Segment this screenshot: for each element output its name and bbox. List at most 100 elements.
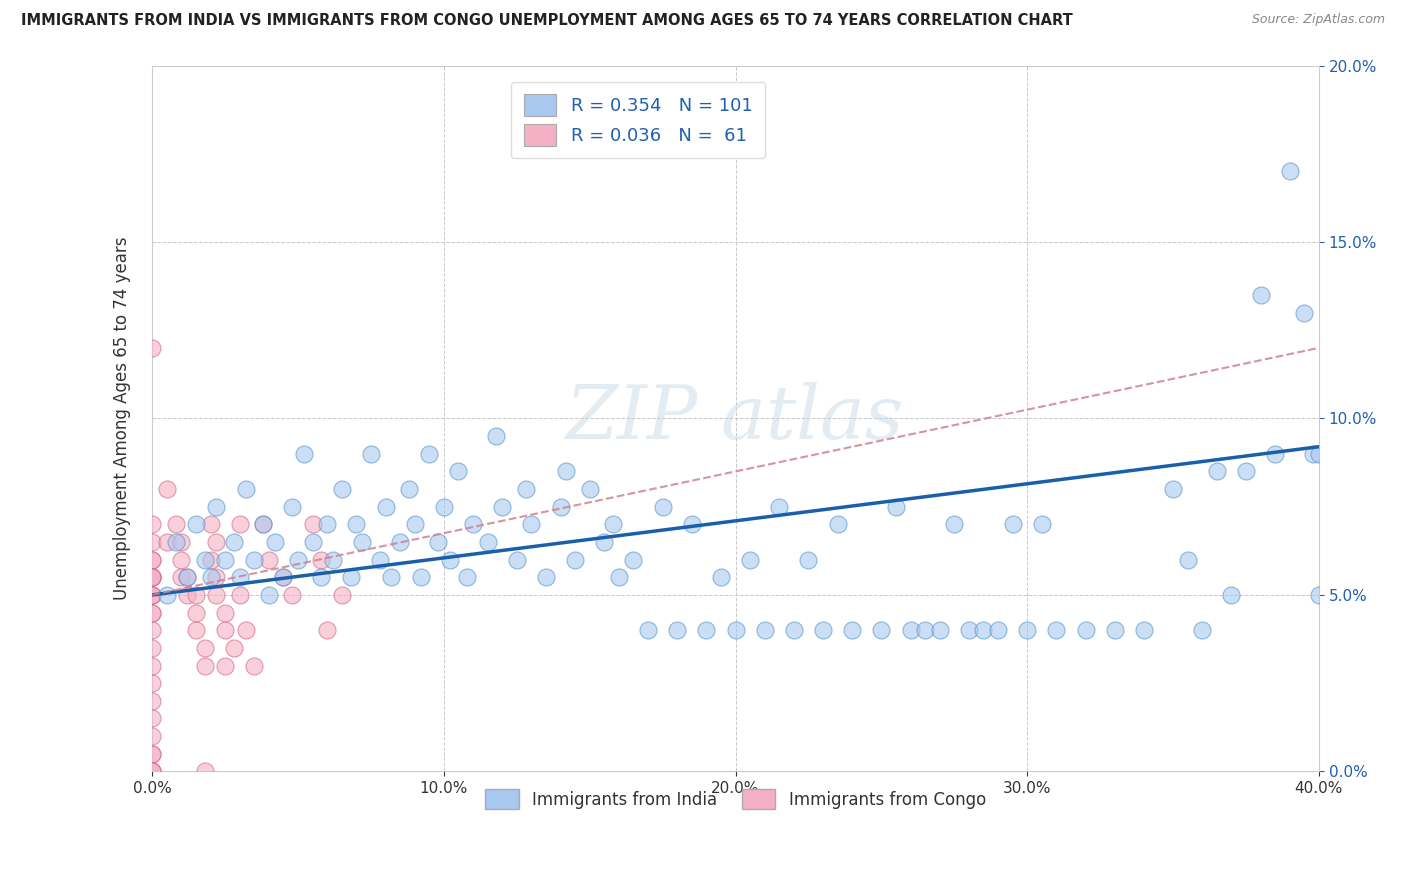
Point	[870, 624, 893, 638]
Point	[1220, 588, 1243, 602]
Point	[141, 747, 163, 761]
Point	[141, 747, 163, 761]
Point	[292, 447, 315, 461]
Point	[141, 764, 163, 779]
Point	[243, 658, 266, 673]
Point	[273, 570, 295, 584]
Point	[229, 588, 252, 602]
Point	[243, 552, 266, 566]
Point	[360, 447, 382, 461]
Point	[1161, 482, 1184, 496]
Point	[170, 535, 193, 549]
Point	[827, 517, 849, 532]
Point	[404, 517, 426, 532]
Point	[141, 570, 163, 584]
Point	[593, 535, 616, 549]
Point	[1302, 447, 1324, 461]
Point	[695, 624, 717, 638]
Point	[165, 517, 187, 532]
Point	[316, 517, 339, 532]
Point	[477, 535, 499, 549]
Point	[914, 624, 936, 638]
Point	[156, 482, 179, 496]
Point	[651, 500, 673, 514]
Point	[222, 640, 245, 655]
Point	[200, 552, 222, 566]
Point	[316, 624, 339, 638]
Text: Source: ZipAtlas.com: Source: ZipAtlas.com	[1251, 13, 1385, 27]
Point	[1133, 624, 1156, 638]
Point	[418, 447, 440, 461]
Point	[194, 658, 217, 673]
Point	[972, 624, 994, 638]
Point	[352, 535, 374, 549]
Point	[194, 552, 217, 566]
Point	[1234, 465, 1257, 479]
Point	[754, 624, 776, 638]
Point	[1001, 517, 1024, 532]
Text: IMMIGRANTS FROM INDIA VS IMMIGRANTS FROM CONGO UNEMPLOYMENT AMONG AGES 65 TO 74 : IMMIGRANTS FROM INDIA VS IMMIGRANTS FROM…	[21, 13, 1073, 29]
Point	[380, 570, 402, 584]
Point	[176, 570, 198, 584]
Point	[141, 588, 163, 602]
Point	[214, 624, 236, 638]
Point	[176, 570, 198, 584]
Point	[141, 606, 163, 620]
Point	[1278, 164, 1301, 178]
Text: ZIP atlas: ZIP atlas	[567, 383, 904, 455]
Point	[281, 588, 304, 602]
Point	[141, 535, 163, 549]
Point	[287, 552, 309, 566]
Point	[311, 552, 333, 566]
Point	[409, 570, 432, 584]
Point	[884, 500, 907, 514]
Point	[156, 535, 179, 549]
Point	[194, 764, 217, 779]
Point	[439, 552, 461, 566]
Point	[229, 517, 252, 532]
Point	[141, 606, 163, 620]
Point	[1308, 588, 1330, 602]
Point	[141, 624, 163, 638]
Point	[141, 588, 163, 602]
Point	[184, 517, 207, 532]
Point	[222, 535, 245, 549]
Point	[1294, 305, 1316, 319]
Point	[928, 624, 950, 638]
Point	[252, 517, 274, 532]
Point	[943, 517, 966, 532]
Point	[263, 535, 285, 549]
Point	[987, 624, 1010, 638]
Point	[141, 764, 163, 779]
Point	[666, 624, 689, 638]
Point	[252, 517, 274, 532]
Y-axis label: Unemployment Among Ages 65 to 74 years: Unemployment Among Ages 65 to 74 years	[114, 236, 131, 600]
Point	[170, 552, 193, 566]
Point	[170, 570, 193, 584]
Point	[339, 570, 361, 584]
Point	[1205, 465, 1227, 479]
Point	[957, 624, 980, 638]
Point	[141, 640, 163, 655]
Point	[141, 517, 163, 532]
Point	[200, 570, 222, 584]
Point	[433, 500, 456, 514]
Point	[205, 570, 228, 584]
Point	[257, 588, 280, 602]
Point	[141, 729, 163, 743]
Point	[301, 535, 323, 549]
Point	[1104, 624, 1126, 638]
Point	[344, 517, 367, 532]
Point	[311, 570, 333, 584]
Point	[141, 341, 163, 355]
Point	[564, 552, 586, 566]
Point	[485, 429, 508, 443]
Point	[273, 570, 295, 584]
Point	[330, 588, 353, 602]
Point	[214, 658, 236, 673]
Point	[447, 465, 470, 479]
Point	[797, 552, 820, 566]
Point	[374, 500, 396, 514]
Point	[550, 500, 572, 514]
Point	[141, 658, 163, 673]
